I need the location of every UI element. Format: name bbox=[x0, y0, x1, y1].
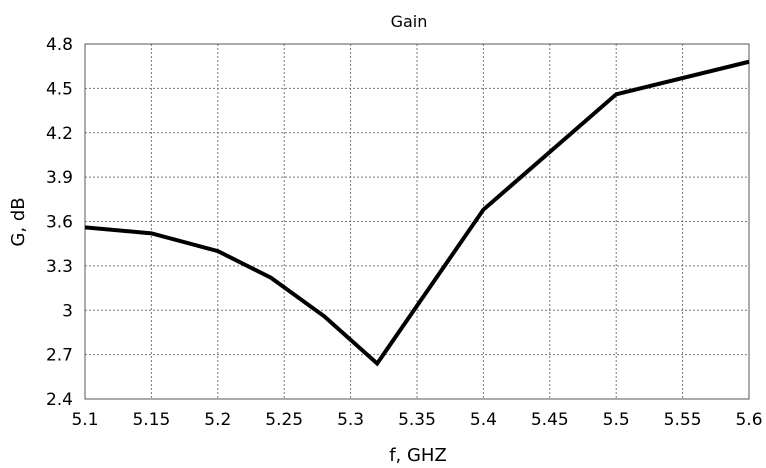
x-tick-label: 5.2 bbox=[204, 410, 231, 430]
y-tick-label: 3.9 bbox=[46, 168, 73, 188]
y-tick-label: 4.8 bbox=[46, 35, 73, 55]
x-tick-label: 5.35 bbox=[398, 410, 436, 430]
y-tick-labels: 2.4 2.7 3 3.3 3.6 3.9 4.2 4.5 4.8 bbox=[46, 35, 73, 410]
x-tick-label: 5.4 bbox=[470, 410, 497, 430]
y-tick-label: 3.3 bbox=[46, 257, 73, 277]
y-axis-label: G, dB bbox=[8, 197, 29, 246]
x-tick-label: 5.1 bbox=[71, 410, 98, 430]
x-tick-label: 5.15 bbox=[132, 410, 170, 430]
plot-frame bbox=[84, 43, 750, 400]
gain-line bbox=[84, 59, 750, 367]
x-tick-label: 5.45 bbox=[531, 410, 569, 430]
x-tick-label: 5.6 bbox=[735, 410, 762, 430]
x-tick-label: 5.25 bbox=[265, 410, 303, 430]
y-tick-label: 3.6 bbox=[46, 213, 73, 233]
y-tick-label: 4.5 bbox=[46, 79, 73, 99]
x-tick-labels: 5.1 5.15 5.2 5.25 5.3 5.35 5.4 5.45 5.5 5.55 5.6 bbox=[71, 410, 762, 430]
y-tick-label: 2.7 bbox=[46, 346, 73, 366]
y-tick-label: 3 bbox=[62, 301, 73, 321]
x-tick-label: 5.55 bbox=[664, 410, 702, 430]
x-tick-label: 5.3 bbox=[337, 410, 364, 430]
x-axis-label: f, GHZ bbox=[389, 445, 447, 466]
y-tick-label: 4.2 bbox=[46, 124, 73, 144]
series-layer bbox=[84, 59, 750, 367]
chart-title: Gain bbox=[391, 12, 428, 31]
y-tick-label: 2.4 bbox=[46, 390, 73, 410]
grid-lines bbox=[85, 44, 749, 399]
x-tick-label: 5.5 bbox=[603, 410, 630, 430]
